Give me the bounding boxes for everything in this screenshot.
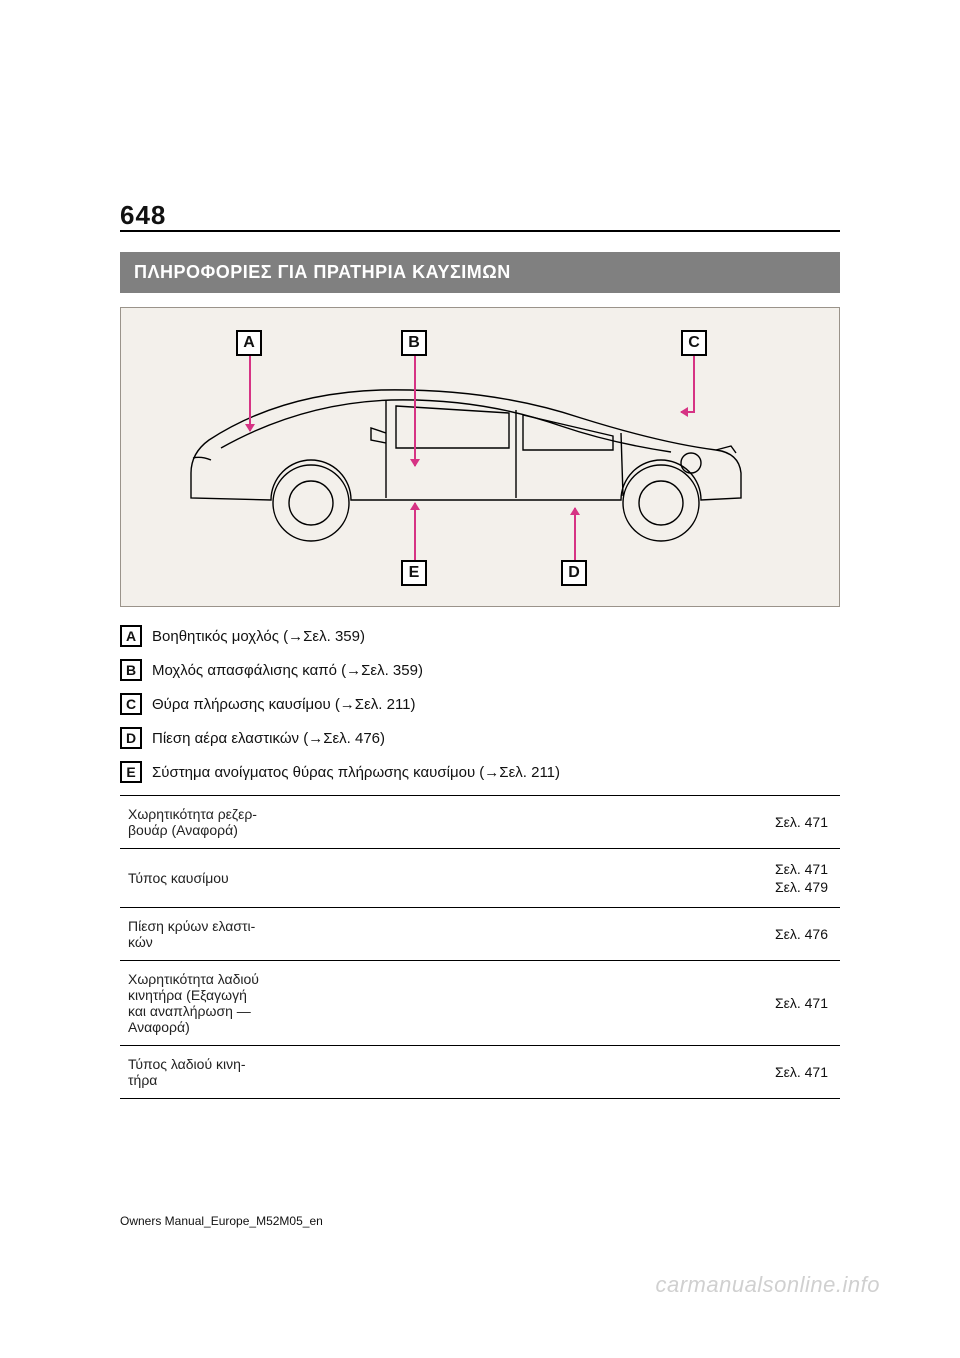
callout-c-box: C [681,330,707,356]
callout-c-line-h [681,411,695,413]
table-row: Τύπος λαδιού κινη-τήρα Σελ. 471 [120,1046,840,1099]
table-row: Τύπος καυσίμου Σελ. 471 Σελ. 479 [120,849,840,908]
callout-a-box: A [236,330,262,356]
legend-square-d: D [120,727,142,749]
callout-b-line [414,356,416,466]
spec-ref-line: Σελ. 471 [308,1064,828,1080]
legend-text-c: Θύρα πλήρωσης καυσίμου (→Σελ. 211) [152,696,416,713]
legend-item-b: B Μοχλός απασφάλισης καπό (→Σελ. 359) [120,659,840,681]
spec-ref-line: Σελ. 476 [308,926,828,942]
legend-item-a: A Βοηθητικός μοχλός (→Σελ. 359) [120,625,840,647]
spec-ref-line: Σελ. 471 [308,995,828,1011]
callout-b-box: B [401,330,427,356]
spec-ref: Σελ. 471 [300,1046,840,1099]
legend-square-a: A [120,625,142,647]
legend-text-a: Βοηθητικός μοχλός (→Σελ. 359) [152,628,365,645]
callout-c-line-v [693,356,695,411]
spec-label: Χωρητικότητα ρεζερ-βουάρ (Αναφορά) [120,796,300,849]
car-side-outline [161,378,761,548]
manual-page: 648 ΠΛΗΡΟΦΟΡΙΕΣ ΓΙΑ ΠΡΑΤΗΡΙΑ ΚΑΥΣΙΜΩΝ [0,0,960,1358]
legend-text-e: Σύστημα ανοίγματος θύρας πλήρωσης καυσίμ… [152,764,560,781]
spec-ref-line: Σελ. 471 [308,861,828,877]
legend-square-b: B [120,659,142,681]
callout-d-line [574,508,576,560]
legend-square-c: C [120,693,142,715]
spec-label: Τύπος λαδιού κινη-τήρα [120,1046,300,1099]
spec-ref: Σελ. 471 [300,961,840,1046]
car-diagram-figure: A B C D E [120,307,840,607]
watermark: carmanualsonline.info [655,1272,880,1298]
legend-item-e: E Σύστημα ανοίγματος θύρας πλήρωσης καυσ… [120,761,840,783]
spec-ref: Σελ. 476 [300,908,840,961]
table-row: Χωρητικότητα ρεζερ-βουάρ (Αναφορά) Σελ. … [120,796,840,849]
callout-a-line [249,356,251,431]
legend-square-e: E [120,761,142,783]
spec-ref-line: Σελ. 471 [308,814,828,830]
page-number: 648 [120,200,166,231]
spec-label: Πίεση κρύων ελαστι-κών [120,908,300,961]
section-title: ΠΛΗΡΟΦΟΡΙΕΣ ΓΙΑ ΠΡΑΤΗΡΙΑ ΚΑΥΣΙΜΩΝ [120,252,840,293]
top-rule [120,230,840,232]
spec-label: Χωρητικότητα λαδιούκινητήρα (Εξαγωγήκαι … [120,961,300,1046]
callout-e-box: E [401,560,427,586]
spec-ref: Σελ. 471 [300,796,840,849]
spec-table: Χωρητικότητα ρεζερ-βουάρ (Αναφορά) Σελ. … [120,795,840,1099]
callout-e-line [414,503,416,560]
spec-ref: Σελ. 471 Σελ. 479 [300,849,840,908]
spec-ref-line: Σελ. 479 [308,879,828,895]
legend-list: A Βοηθητικός μοχλός (→Σελ. 359) B Μοχλός… [120,625,840,783]
legend-text-d: Πίεση αέρα ελαστικών (→Σελ. 476) [152,730,385,747]
legend-item-c: C Θύρα πλήρωσης καυσίμου (→Σελ. 211) [120,693,840,715]
legend-text-b: Μοχλός απασφάλισης καπό (→Σελ. 359) [152,662,423,679]
table-row: Πίεση κρύων ελαστι-κών Σελ. 476 [120,908,840,961]
callout-d-box: D [561,560,587,586]
legend-item-d: D Πίεση αέρα ελαστικών (→Σελ. 476) [120,727,840,749]
spec-label: Τύπος καυσίμου [120,849,300,908]
footer-text: Owners Manual_Europe_M52M05_en [120,1214,323,1228]
table-row: Χωρητικότητα λαδιούκινητήρα (Εξαγωγήκαι … [120,961,840,1046]
